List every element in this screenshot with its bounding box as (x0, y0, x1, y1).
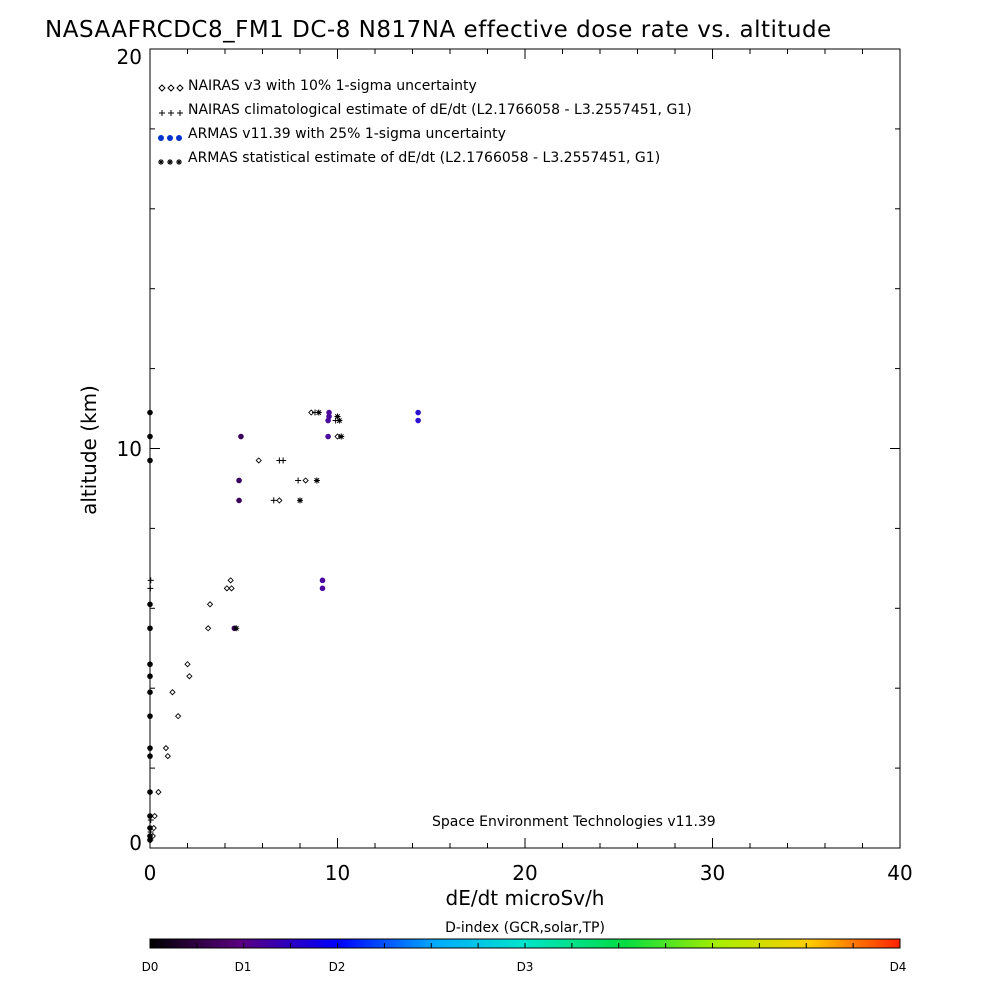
point-nairas (151, 812, 158, 820)
x-tick-label-10: 10 (325, 861, 350, 885)
legend-symbol-armas (158, 135, 182, 141)
colorbar-label-d2: D2 (329, 960, 346, 974)
point-armas (147, 713, 153, 719)
y-axis-label: altitude (km) (77, 385, 101, 515)
plot-frame (149, 48, 901, 849)
point-armas (147, 825, 153, 831)
point-nairas (276, 497, 283, 504)
colorbar-label-d0: D0 (142, 960, 159, 974)
point-armas-stat (336, 417, 343, 424)
point-armas (236, 477, 242, 484)
legend-symbol-nairas-clim (159, 110, 183, 116)
x-tick-label-40: 40 (887, 861, 912, 885)
annotation-credit: Space Environment Technologies v11.39 (432, 814, 716, 830)
point-armas-stat (297, 497, 303, 504)
point-nairas-clim (270, 497, 277, 504)
point-armas (147, 457, 153, 464)
colorbar-ticks (149, 943, 901, 948)
point-nairas (228, 585, 235, 592)
x-tick-label-30: 30 (700, 861, 725, 885)
point-nairas (174, 713, 182, 720)
point-armas-stat (233, 625, 240, 632)
point-nairas (150, 824, 157, 832)
legend-label-nairas-clim: NAIRAS climatological estimate of dE/dt … (188, 102, 692, 118)
point-nairas (206, 601, 214, 608)
point-armas (325, 433, 331, 440)
x-tick-label-20: 20 (512, 861, 537, 885)
point-armas (147, 689, 153, 695)
point-armas (319, 577, 326, 584)
point-armas (147, 673, 153, 680)
chart-title: NASAAFRCDC8_FM1 DC-8 N817NA effective do… (45, 17, 832, 43)
point-nairas-clim (295, 477, 302, 484)
point-armas (147, 789, 153, 795)
point-nairas (184, 661, 191, 668)
point-armas (415, 409, 421, 416)
point-armas (147, 661, 153, 668)
point-nairas (302, 477, 309, 484)
point-nairas (255, 457, 262, 464)
legend-symbol-nairas (158, 84, 184, 92)
point-nairas-clim (147, 577, 154, 584)
point-armas-stat (334, 413, 341, 420)
point-nairas-clim (280, 457, 287, 464)
y-tick-label-10: 10 (117, 437, 142, 461)
point-armas (326, 413, 332, 420)
point-nairas (169, 689, 176, 696)
legend-label-armas: ARMAS v11.39 with 25% 1-sigma uncertaint… (188, 126, 506, 142)
point-nairas-clim (147, 585, 154, 592)
point-nairas (186, 673, 193, 680)
legend-symbol-armas-stat (158, 159, 182, 165)
legend: NAIRAS v3 with 10% 1-sigma uncertainty N… (158, 78, 692, 166)
point-armas (147, 813, 153, 819)
axis-ticks (149, 48, 901, 849)
legend-label-armas-stat: ARMAS statistical estimate of dE/dt (L2.… (188, 150, 660, 166)
point-armas (147, 409, 153, 416)
data-points (147, 409, 421, 844)
x-axis-label: dE/dt microSv/h (446, 886, 605, 910)
point-armas (147, 837, 153, 843)
point-armas (147, 625, 153, 632)
point-armas (147, 753, 153, 759)
colorbar-title: D-index (GCR,solar,TP) (445, 920, 605, 936)
point-armas (319, 585, 326, 592)
x-tick-label-0: 0 (144, 861, 157, 885)
colorbar-label-d4: D4 (890, 960, 907, 974)
point-armas (147, 601, 153, 608)
point-armas (415, 417, 421, 424)
point-armas-stat (338, 433, 345, 440)
colorbar-label-d1: D1 (235, 960, 252, 974)
point-nairas (164, 752, 171, 760)
point-armas (147, 833, 153, 839)
colorbar-label-d3: D3 (517, 960, 534, 974)
point-armas-stat (313, 477, 320, 484)
point-armas (147, 745, 153, 751)
y-tick-label-0: 0 (129, 831, 142, 855)
point-armas (236, 497, 242, 504)
y-tick-label-20: 20 (117, 45, 142, 69)
point-nairas (204, 625, 212, 632)
point-armas (147, 433, 153, 440)
point-armas (326, 409, 332, 416)
legend-label-nairas: NAIRAS v3 with 10% 1-sigma uncertainty (188, 78, 477, 94)
point-armas-stat (315, 409, 322, 416)
point-armas (238, 433, 244, 440)
point-nairas (155, 788, 162, 796)
point-nairas (227, 577, 234, 584)
point-nairas (162, 744, 170, 752)
